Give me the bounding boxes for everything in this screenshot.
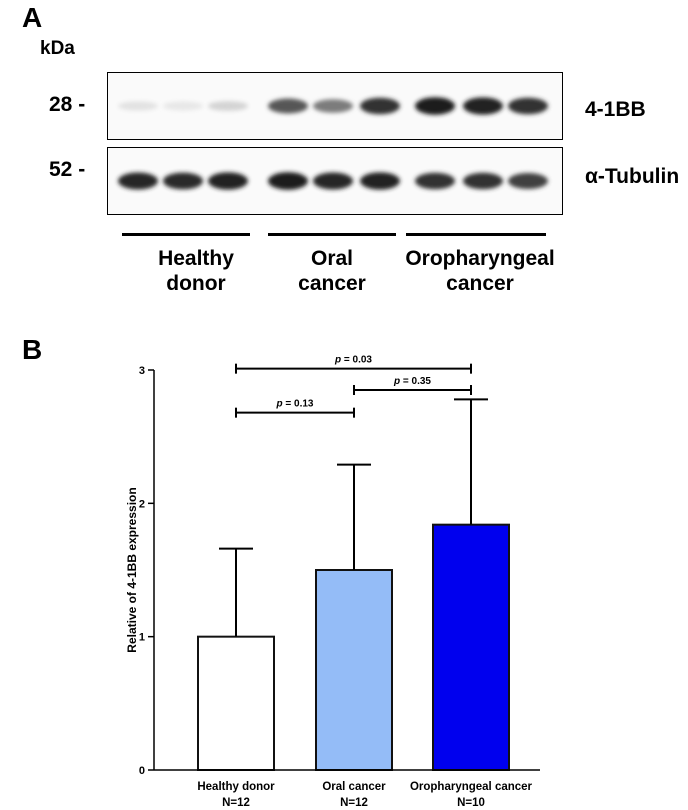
group-line-healthy <box>122 233 250 236</box>
blot-4-1bb-band-3 <box>208 101 248 111</box>
group-label-oral-line1: Oral <box>310 247 354 270</box>
p-value-label: p = 0.35 <box>393 376 431 387</box>
blot-tubulin-band-5 <box>313 172 353 190</box>
y-tick-label: 1 <box>139 632 145 644</box>
p-value-label: p = 0.13 <box>276 399 314 410</box>
blot-tubulin-band-1 <box>118 172 158 190</box>
marker-28-label: 28 - <box>49 93 86 116</box>
panel-a-letter: A <box>22 2 43 33</box>
p-value-label: p = 0.03 <box>334 355 372 366</box>
group-label-oropharyngeal-line1: Oropharyngeal <box>405 247 555 270</box>
y-tick-label: 3 <box>139 365 145 377</box>
x-category-label: Oral cancer <box>322 781 386 793</box>
blot-alpha-tubulin <box>107 147 563 215</box>
group-label-oropharyngeal-line2: cancer <box>446 272 514 295</box>
protein-label-4-1bb: 4-1BB <box>585 98 646 121</box>
bar-1 <box>197 635 275 772</box>
group-label-oral: Oral cancer <box>262 246 402 296</box>
x-n-label: N=12 <box>222 797 250 809</box>
group-label-oropharyngeal: Oropharyngeal cancer <box>395 246 565 296</box>
blot-4-1bb-band-1 <box>118 101 158 111</box>
x-category-label: Healthy donor <box>197 781 275 793</box>
blot-4-1bb <box>107 72 563 140</box>
group-label-healthy-line1: Healthy <box>158 247 234 270</box>
x-n-label: N=10 <box>457 797 485 809</box>
group-line-oral <box>268 233 396 236</box>
blot-4-1bb-band-5 <box>313 99 353 113</box>
x-category-label: Oropharyngeal cancer <box>410 781 533 793</box>
blot-tubulin-band-2 <box>163 172 203 190</box>
y-axis-label: Relative of 4-1BB expression <box>125 487 139 652</box>
group-line-oropharyngeal <box>406 233 546 236</box>
blot-tubulin-band-7 <box>415 172 455 190</box>
kda-label: kDa <box>40 38 75 59</box>
group-label-oral-line2: cancer <box>298 272 366 295</box>
protein-label-tubulin: α-Tubulin <box>585 165 680 188</box>
blot-4-1bb-band-9 <box>508 97 548 115</box>
blot-4-1bb-band-2 <box>163 101 203 111</box>
blot-4-1bb-band-8 <box>463 97 503 115</box>
blot-4-1bb-band-6 <box>360 97 400 115</box>
bar-3 <box>432 523 510 772</box>
blot-4-1bb-band-7 <box>415 97 455 115</box>
bar-2 <box>315 569 393 771</box>
blot-tubulin-band-9 <box>508 173 548 189</box>
y-tick-label: 2 <box>139 498 145 510</box>
x-n-label: N=12 <box>340 797 368 809</box>
group-label-healthy-line2: donor <box>166 272 226 295</box>
blot-tubulin-band-3 <box>208 172 248 190</box>
blot-4-1bb-bands <box>118 97 548 115</box>
blot-tubulin-band-4 <box>268 172 308 190</box>
marker-52-label: 52 - <box>49 158 86 181</box>
blot-4-1bb-band-4 <box>268 98 308 114</box>
panel-b-letter: B <box>22 334 43 365</box>
blot-tubulin-band-8 <box>463 172 503 190</box>
y-tick-label: 0 <box>139 765 145 777</box>
group-label-healthy: Healthy donor <box>126 246 266 296</box>
blot-tubulin-band-6 <box>360 172 400 190</box>
blot-alpha-tubulin-bands <box>118 172 548 190</box>
